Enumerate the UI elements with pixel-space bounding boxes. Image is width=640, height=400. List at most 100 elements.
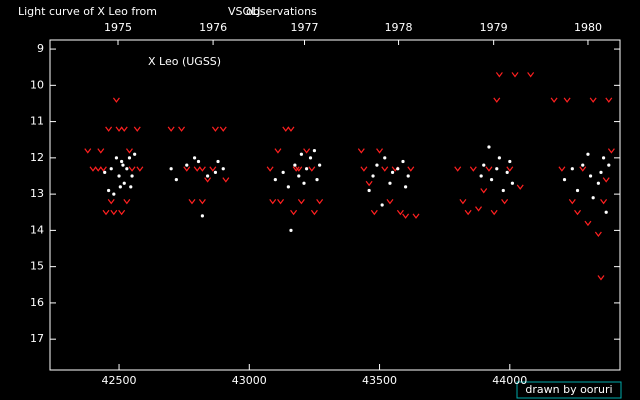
limit-marker [607,148,615,154]
observation-point [570,167,574,171]
observation-point [107,188,111,193]
limit-marker [563,97,571,103]
limit-marker [527,72,535,78]
observation-point [390,170,395,174]
limit-marker [602,177,610,183]
limit-marker [133,126,141,132]
observation-point [192,156,197,160]
limit-marker [290,209,298,216]
observation-point [109,167,113,171]
observation-point [388,181,392,185]
observation-point [127,156,132,160]
observation-point [489,178,494,182]
limit-marker [292,166,300,172]
observation-point [299,152,303,156]
observation-point [216,159,220,164]
limit-marker [550,97,558,103]
observation-point [206,174,210,178]
limit-marker [112,97,120,103]
observation-point [375,163,379,167]
observation-point [133,152,137,156]
limit-marker [105,126,113,132]
limit-marker [211,126,219,132]
limit-marker [204,177,212,183]
limit-marker [407,166,415,172]
observation-point [604,210,608,214]
x2-tick-label: 1978 [385,21,413,34]
y-tick-label: 15 [30,260,44,273]
x-tick-label: 43500 [362,374,397,387]
observation-point [125,167,129,171]
limit-marker [469,166,477,172]
observation-point [510,181,515,185]
limit-marker [365,180,373,187]
observation-point [302,181,306,185]
limit-marker [370,209,378,216]
observation-point [396,167,400,171]
limit-marker [89,166,97,172]
observation-point [371,174,375,178]
observation-point [308,156,313,160]
x-tick-label: 43000 [232,374,267,387]
observation-point [196,159,201,164]
observation-point [596,181,600,185]
observation-point [401,159,405,164]
x2-tick-label: 1976 [199,21,227,34]
limit-marker [193,166,201,172]
observation-point [293,163,297,167]
limit-marker [511,72,519,78]
limit-marker [125,148,133,154]
limit-marker [94,166,102,172]
y-tick-label: 11 [30,115,44,128]
title-part: Light curve of X Leo from [18,5,157,18]
y-tick-label: 9 [37,42,44,55]
limit-marker [376,148,384,154]
observation-point [562,178,567,182]
limit-marker [506,166,514,172]
limit-marker [282,126,290,132]
limit-marker [475,206,483,212]
limit-marker [516,184,524,190]
observation-point [501,188,505,193]
limit-marker [120,126,128,132]
y-tick-label: 12 [30,151,44,164]
observation-point [114,156,119,160]
observation-point [169,167,173,171]
limit-marker [495,72,503,78]
observation-point [118,185,122,189]
limit-marker [402,213,410,219]
limit-marker [574,209,582,216]
observation-point [200,214,204,218]
x-tick-label: 44000 [492,374,527,387]
observation-point [273,178,277,182]
observation-point [103,170,107,174]
limit-marker [287,126,295,132]
limit-marker [118,209,126,216]
observation-point [403,185,408,189]
y-tick-label: 14 [30,223,44,236]
limit-marker [107,199,115,205]
x2-tick-label: 1977 [291,21,319,34]
observation-point [318,163,322,167]
observation-point [117,174,121,178]
limit-marker [297,199,305,205]
observation-point [505,170,509,174]
observation-point [315,178,319,182]
limit-marker [480,188,488,194]
observation-point [121,163,125,167]
limit-marker [277,199,285,205]
limit-marker [605,97,613,103]
observation-point [174,178,178,182]
limit-marker [136,166,144,172]
observation-point [367,188,371,193]
x2-tick-label: 1979 [480,21,508,34]
limit-marker [269,199,277,205]
observation-point [588,174,593,178]
limit-marker [209,166,217,172]
limit-marker [115,126,123,132]
observation-point [575,188,580,193]
observation-point [289,228,293,232]
limit-marker [396,209,404,216]
